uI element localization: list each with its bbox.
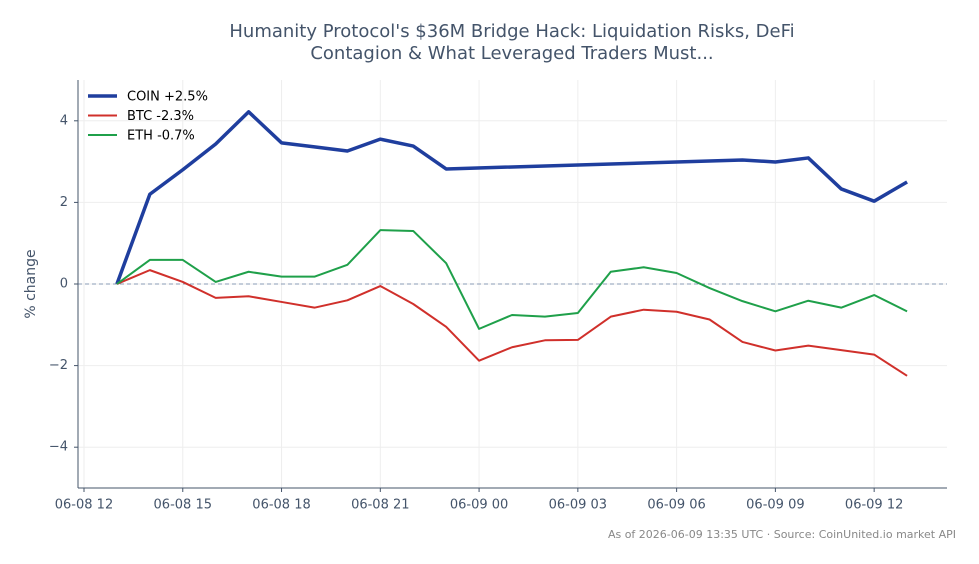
series-line bbox=[115, 110, 908, 285]
footer: As of 2026-06-09 13:35 UTC · Source: Coi… bbox=[607, 528, 956, 541]
series-line bbox=[116, 229, 908, 330]
x-tick-label: 06-09 03 bbox=[549, 498, 607, 513]
legend: COIN +2.5% BTC -2.3% ETH -0.7% bbox=[88, 90, 208, 144]
y-tick-label: −2 bbox=[49, 358, 68, 373]
y-tick-label: 4 bbox=[60, 113, 68, 128]
chart-title: Humanity Protocol's $36M Bridge Hack: Li… bbox=[229, 21, 795, 64]
legend-label: BTC -2.3% bbox=[127, 109, 194, 124]
x-tick-label: 06-08 18 bbox=[252, 498, 310, 513]
x-tick-label: 06-08 21 bbox=[351, 498, 409, 513]
y-axis-label: % change bbox=[23, 249, 39, 318]
series-line bbox=[116, 269, 908, 377]
x-tick-label: 06-09 00 bbox=[450, 498, 508, 513]
y-tick-label: −4 bbox=[49, 440, 68, 455]
x-tick-label: 06-08 12 bbox=[55, 498, 113, 513]
x-tick-label: 06-09 06 bbox=[647, 498, 705, 513]
legend-label: COIN +2.5% bbox=[127, 90, 208, 105]
x-tick-label: 06-09 12 bbox=[845, 498, 903, 513]
y-tick-label: 0 bbox=[60, 277, 68, 292]
legend-label: ETH -0.7% bbox=[127, 129, 195, 144]
x-tick-label: 06-09 09 bbox=[746, 498, 804, 513]
x-tick-label: 06-08 15 bbox=[154, 498, 212, 513]
y-tick-label: 2 bbox=[60, 195, 68, 210]
